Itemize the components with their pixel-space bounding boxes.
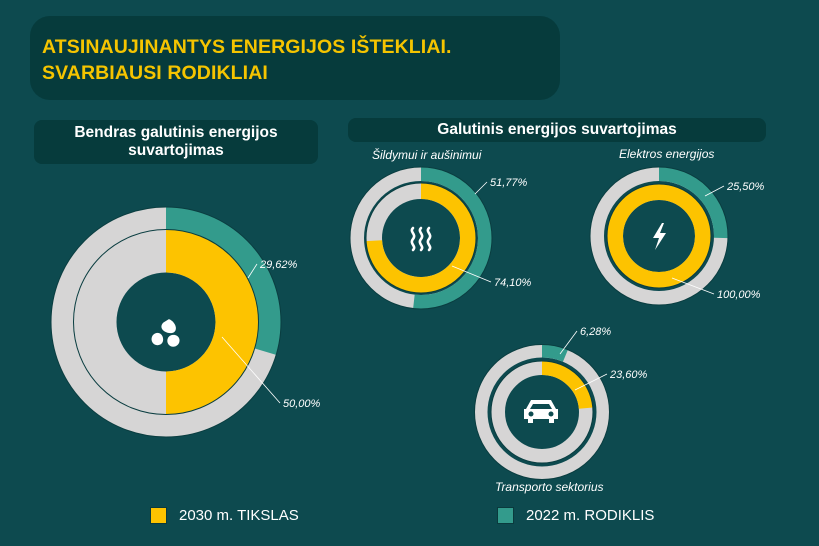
donut-transport-title: Transporto sektorius: [495, 480, 604, 494]
section-header-total-line-2: suvartojimas: [128, 142, 224, 159]
legend-indicator-label: 2022 m. RODIKLIS: [526, 506, 655, 524]
donut-total-target-leader: [221, 336, 281, 404]
donut-heating-target-arc: [366, 183, 476, 293]
donut-total-indicator-arc: [165, 207, 281, 355]
donut-heating-target-label: 74,10%: [494, 277, 532, 289]
donut-heating-target-outline: [365, 182, 477, 294]
donut-heating-indicator-outline: [349, 166, 493, 310]
drops-icon: [151, 319, 180, 347]
donut-electricity-indicator-label: 25,50%: [726, 181, 765, 193]
donut-total-target-outline: [73, 229, 259, 415]
donut-heating-target-leader: [451, 265, 492, 283]
donut-electricity-target-outline: [606, 183, 712, 289]
donut-transport: 23,60% 6,28% Transporto sektorius: [474, 326, 648, 494]
legend-target: 2030 m. TIKSLAS: [150, 505, 299, 525]
heat-icon: [410, 226, 432, 252]
donut-transport-target-label: 23,60%: [609, 369, 648, 381]
section-header-breakdown-label: Galutinis energijos suvartojimas: [437, 121, 677, 138]
donut-heating-indicator-leader: [474, 181, 488, 195]
donut-total: 50,00% 29,62%: [50, 206, 321, 438]
section-header-total: Bendras galutinis energijos suvartojimas: [34, 120, 318, 164]
donut-heating-title: Šildymui ir aušinimui: [372, 147, 482, 162]
donut-electricity-target-arc: [607, 184, 711, 288]
donut-electricity-target-label: 100,00%: [717, 289, 761, 301]
donut-transport-indicator-leader: [559, 330, 578, 355]
title-box: ATSINAUJINANTYS ENERGIJOS IŠTEKLIAI. SVA…: [30, 16, 560, 100]
section-header-breakdown: Galutinis energijos suvartojimas: [348, 118, 766, 142]
donut-transport-indicator-outline: [474, 344, 610, 480]
donut-heating-indicator-arc: [413, 167, 492, 309]
donut-transport-target-arc: [541, 361, 593, 410]
donut-electricity-title: Elektros energijos: [619, 147, 714, 161]
donut-total-target-label: 50,00%: [283, 398, 321, 410]
donut-transport-indicator-arc: [541, 344, 568, 362]
donut-heating-indicator-label: 51,77%: [490, 177, 528, 189]
donut-electricity: 100,00% 25,50% Elektros energijos: [589, 147, 765, 306]
donut-electricity-indicator-leader: [704, 185, 725, 197]
donut-electricity-indicator-arc: [658, 167, 728, 239]
legend-indicator-swatch: [497, 506, 514, 524]
page-title-line-1: ATSINAUJINANTYS ENERGIJOS IŠTEKLIAI.: [42, 36, 452, 58]
donut-heating: 74,10% 51,77% Šildymui ir aušinimui: [349, 147, 532, 310]
donut-total-indicator-leader: [247, 263, 258, 279]
donut-total-target-arc: [165, 229, 259, 415]
donut-total-indicator-outline: [50, 206, 282, 438]
donut-electricity-target-leader: [671, 277, 715, 295]
donut-total-indicator-label: 29,62%: [259, 259, 298, 271]
legend-target-swatch: [150, 506, 167, 524]
donut-transport-target-leader: [574, 373, 608, 391]
lightning-icon: [653, 223, 666, 250]
legend-target-label: 2030 m. TIKSLAS: [179, 506, 299, 524]
car-icon: [524, 400, 558, 423]
section-header-total-line-1: Bendras galutinis energijos: [74, 124, 278, 141]
donut-electricity-indicator-outline: [589, 166, 729, 306]
donut-transport-indicator-label: 6,28%: [580, 326, 611, 338]
legend-indicator: 2022 m. RODIKLIS: [497, 505, 654, 525]
page-title-line-2: SVARBIAUSI RODIKLIAI: [42, 62, 268, 84]
donut-transport-target-outline: [490, 360, 594, 464]
